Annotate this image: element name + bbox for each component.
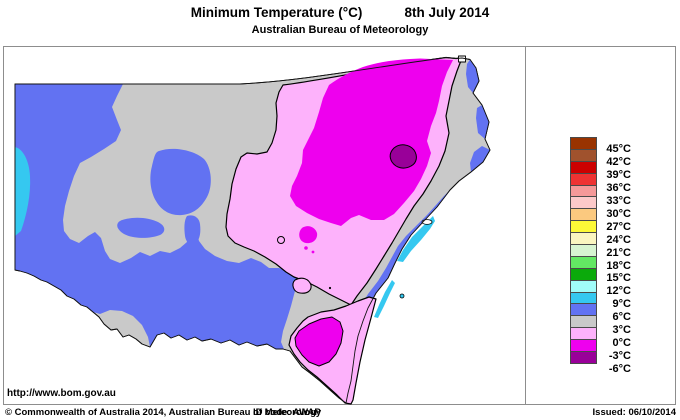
- region-magenta-speck-2: [311, 250, 315, 254]
- region-magenta-speck-1: [304, 246, 308, 250]
- legend-label: -6°C: [608, 362, 631, 375]
- legend-labels: 45°C 42°C 39°C 36°C 33°C 30°C 27°C 24°C 21°C 18°C…: [586, 137, 631, 383]
- nsw-state-outline: [14, 57, 491, 404]
- legend-label: 45°C: [606, 143, 631, 156]
- legend-label: -3°C: [608, 349, 631, 362]
- legend-label: 39°C: [606, 169, 631, 182]
- legend-label: 30°C: [606, 207, 631, 220]
- legend-label: 9°C: [612, 298, 631, 311]
- page-subtitle: Australian Bureau of Meteorology: [251, 24, 429, 36]
- coast-dot: [399, 293, 405, 299]
- legend-label: 15°C: [606, 272, 631, 285]
- legend-swatches: [570, 137, 597, 364]
- legend-label: 12°C: [606, 285, 631, 298]
- header: Minimum Temperature (°C) 8th July 2014: [0, 5, 680, 20]
- nsw-temperature-map: [14, 55, 491, 405]
- region-magenta-island: [299, 226, 318, 244]
- legend-label: 36°C: [606, 182, 631, 195]
- contour-speck: [328, 286, 332, 290]
- legend-label: 6°C: [612, 311, 631, 324]
- legend-label: 0°C: [612, 336, 631, 349]
- region-ne-coast-blue-2: [476, 105, 489, 139]
- region-west-cyan-patch: [15, 147, 31, 236]
- region-purple-core: [389, 144, 417, 169]
- legend-swatch: [570, 351, 597, 364]
- legend-label: 3°C: [612, 324, 631, 336]
- region-coast-cyan-2: [374, 280, 395, 318]
- footer-id-code: ID code: AWAP: [253, 407, 321, 418]
- page-date: 8th July 2014: [404, 5, 490, 20]
- region-pink-ring-island: [277, 236, 285, 244]
- region-alpine-magenta: [294, 316, 344, 367]
- legend-label: 18°C: [606, 259, 631, 272]
- footer-copyright: © Commonwealth of Australia 2014, Austra…: [5, 407, 322, 418]
- region-small-blue-blob-2: [184, 215, 201, 245]
- page-title: Minimum Temperature (°C): [190, 5, 363, 20]
- region-northeast-magenta: [290, 58, 453, 226]
- legend-label: 42°C: [606, 156, 631, 169]
- bom-url-label: http://www.bom.gov.au: [7, 388, 116, 399]
- region-ne-coast-blue-3: [470, 146, 490, 172]
- legend-label: 33°C: [606, 195, 631, 207]
- region-west-south-blue: [15, 84, 297, 349]
- qld-border-notch: [458, 55, 466, 63]
- region-central-blue-blob: [150, 148, 211, 216]
- legend-label: 21°C: [606, 246, 631, 259]
- region-small-blue-blob-1: [117, 217, 165, 238]
- region-coast-cyan-1: [397, 216, 435, 262]
- legend-label: 24°C: [606, 233, 631, 246]
- region-pink-island-south: [292, 277, 312, 294]
- footer-issued-date: Issued: 06/10/2014: [592, 407, 676, 418]
- map-legend-divider: [525, 46, 526, 405]
- legend-label: 27°C: [606, 220, 631, 233]
